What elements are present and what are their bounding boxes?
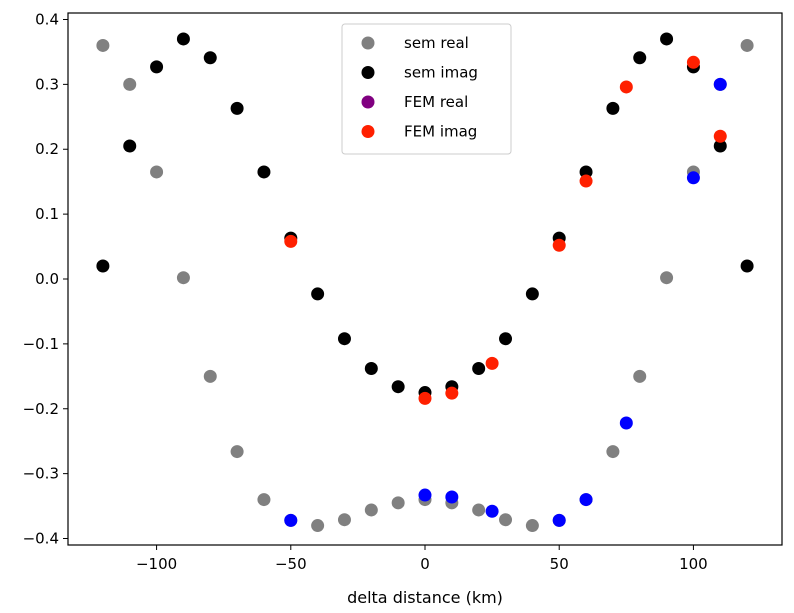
data-point xyxy=(472,503,486,517)
legend-marker xyxy=(361,66,375,79)
data-point xyxy=(740,38,754,52)
data-point xyxy=(391,380,405,394)
x-tick-label: −100 xyxy=(136,555,177,573)
data-point xyxy=(686,55,700,69)
data-point xyxy=(525,287,539,301)
series-sem-imag xyxy=(96,32,754,400)
legend: sem real sem imag FEM real FEM imag xyxy=(341,23,512,155)
data-point xyxy=(230,445,244,459)
data-point xyxy=(660,271,674,285)
data-point xyxy=(579,174,593,188)
series-fem-real xyxy=(284,77,727,527)
data-point xyxy=(123,77,137,91)
data-point xyxy=(633,369,647,383)
y-axis: −0.4 −0.3 −0.2 −0.1 0.0 0.1 0.2 0.3 0.4 xyxy=(23,10,68,548)
data-point xyxy=(230,101,244,115)
data-point xyxy=(713,77,727,91)
y-tick-label: −0.1 xyxy=(23,335,59,353)
data-point xyxy=(364,362,378,376)
data-point xyxy=(123,139,137,153)
y-tick-label: 0.2 xyxy=(35,140,59,158)
data-point xyxy=(525,519,539,533)
x-tick-label: 0 xyxy=(420,555,430,573)
legend-label: FEM real xyxy=(404,93,468,111)
data-point xyxy=(284,513,298,527)
data-point xyxy=(499,332,513,346)
data-point xyxy=(203,369,217,383)
data-point xyxy=(579,165,593,179)
legend-marker xyxy=(361,95,375,109)
data-point xyxy=(686,171,700,185)
data-point xyxy=(552,513,566,527)
y-tick-label: 0.3 xyxy=(35,75,59,93)
data-point xyxy=(257,165,271,179)
legend-marker xyxy=(361,125,375,138)
data-point xyxy=(311,519,325,533)
data-point xyxy=(552,238,566,252)
data-point xyxy=(485,504,499,518)
data-point xyxy=(445,386,459,400)
series-fem-imag xyxy=(284,55,727,405)
data-point xyxy=(257,493,271,507)
data-point xyxy=(150,60,164,74)
data-point xyxy=(619,416,633,430)
x-tick-label: 50 xyxy=(550,555,569,573)
data-point xyxy=(740,259,754,273)
data-point xyxy=(418,488,432,502)
data-point xyxy=(606,445,620,459)
data-point xyxy=(203,51,217,65)
points-layer xyxy=(96,32,754,533)
data-point xyxy=(176,32,190,46)
data-point xyxy=(499,513,513,527)
data-point xyxy=(391,496,405,510)
data-point xyxy=(579,493,593,507)
data-point xyxy=(96,38,110,52)
data-point xyxy=(337,332,351,346)
data-point xyxy=(445,490,459,504)
x-tick-label: 100 xyxy=(679,555,708,573)
data-point xyxy=(633,51,647,65)
legend-box xyxy=(341,23,512,155)
data-point xyxy=(619,80,633,94)
data-point xyxy=(364,503,378,517)
legend-label: sem real xyxy=(404,34,469,52)
data-point xyxy=(176,271,190,285)
data-point xyxy=(150,165,164,179)
y-tick-label: −0.4 xyxy=(23,530,59,548)
data-point xyxy=(96,259,110,273)
data-point xyxy=(284,234,298,248)
legend-marker xyxy=(361,36,375,50)
y-tick-label: 0.4 xyxy=(35,10,59,28)
x-tick-label: −50 xyxy=(275,555,307,573)
data-point xyxy=(485,356,499,370)
data-point xyxy=(472,362,486,376)
y-tick-label: 0.1 xyxy=(35,205,59,223)
legend-label: FEM imag xyxy=(404,123,477,141)
x-axis: −100 −50 0 50 100 xyxy=(136,545,708,573)
data-point xyxy=(713,139,727,153)
data-point xyxy=(418,391,432,405)
y-tick-label: −0.2 xyxy=(23,400,59,418)
data-point xyxy=(606,101,620,115)
y-tick-label: −0.3 xyxy=(23,465,59,483)
data-point xyxy=(660,32,674,46)
y-tick-label: 0.0 xyxy=(35,270,59,288)
data-point xyxy=(713,129,727,143)
data-point xyxy=(311,287,325,301)
legend-label: sem imag xyxy=(404,64,478,82)
data-point xyxy=(337,513,351,527)
x-axis-label: delta distance (km) xyxy=(347,588,503,607)
